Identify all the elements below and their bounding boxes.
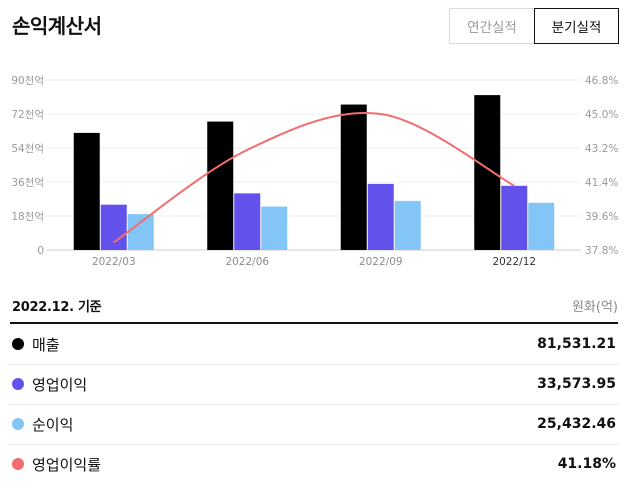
summary-row-value: 41.18% bbox=[557, 456, 616, 472]
summary-row-label: 영업이익률 bbox=[32, 455, 102, 474]
tab-annual-results[interactable]: 연간실적 bbox=[449, 8, 534, 44]
y-right-tick-label: 37.8% bbox=[585, 245, 618, 257]
summary-row-label: 영업이익 bbox=[32, 375, 88, 394]
summary-row-operating-profit: 영업이익 33,573.95 bbox=[10, 364, 618, 405]
table-divider bbox=[10, 322, 618, 324]
y-right-tick-label: 41.4% bbox=[585, 177, 618, 189]
operating-profit-legend-dot bbox=[12, 378, 24, 390]
x-tick-label: 2022/09 bbox=[359, 256, 403, 268]
y-right-tick-label: 43.2% bbox=[585, 143, 618, 155]
bar-0-1 bbox=[100, 204, 127, 250]
tab-quarterly-results[interactable]: 분기실적 bbox=[534, 8, 619, 44]
summary-row-value: 33,573.95 bbox=[537, 376, 616, 392]
summary-row-revenue: 매출 81,531.21 bbox=[10, 324, 618, 365]
operating-margin-line bbox=[113, 112, 515, 244]
operating-margin-legend-dot bbox=[12, 458, 24, 470]
bar-0-0 bbox=[73, 132, 100, 250]
page-title: 손익계산서 bbox=[12, 14, 102, 38]
basis-date: 2022.12. 기준 bbox=[12, 300, 102, 315]
y-right-tick-label: 39.6% bbox=[585, 211, 618, 223]
bar-2-2 bbox=[394, 200, 421, 250]
x-tick-label: 2022/06 bbox=[225, 256, 269, 268]
y-left-tick-label: 54천억 bbox=[11, 143, 44, 155]
y-left-tick-label: 0 bbox=[37, 245, 44, 257]
y-left-tick-label: 90천억 bbox=[11, 75, 44, 87]
bar-1-1 bbox=[234, 193, 261, 250]
y-left-tick-label: 18천억 bbox=[11, 211, 44, 223]
bar-3-2 bbox=[528, 202, 555, 250]
bar-1-0 bbox=[207, 121, 234, 250]
income-chart: 0 37.8% 18천억 39.6% 36천억 41.4% 54천억 43.2% 72천억 45.… bbox=[11, 75, 618, 268]
y-right-tick-label: 45.0% bbox=[585, 109, 618, 121]
summary-row-value: 25,432.46 bbox=[537, 416, 616, 432]
y-left-tick-label: 72천억 bbox=[11, 109, 44, 121]
summary-row-net-income: 순이익 25,432.46 bbox=[10, 404, 618, 445]
summary-row-value: 81,531.21 bbox=[537, 336, 616, 352]
x-tick-label: 2022/03 bbox=[92, 256, 136, 268]
y-right-tick-label: 46.8% bbox=[585, 75, 618, 87]
bar-1-2 bbox=[261, 206, 288, 250]
net-income-legend-dot bbox=[12, 418, 24, 430]
bar-2-1 bbox=[367, 183, 394, 250]
summary-row-label: 매출 bbox=[32, 335, 60, 354]
bar-3-0 bbox=[474, 95, 501, 250]
bar-3-1 bbox=[501, 185, 528, 250]
summary-row-operating-margin: 영업이익률 41.18% bbox=[10, 444, 618, 484]
y-left-tick-label: 36천억 bbox=[11, 177, 44, 189]
summary-row-label: 순이익 bbox=[32, 415, 74, 434]
x-tick-label: 2022/12 bbox=[492, 256, 536, 268]
bar-2-0 bbox=[340, 104, 367, 250]
bar-0-2 bbox=[127, 214, 154, 250]
revenue-legend-dot bbox=[12, 338, 24, 350]
currency-unit: 원화(억) bbox=[571, 300, 618, 315]
